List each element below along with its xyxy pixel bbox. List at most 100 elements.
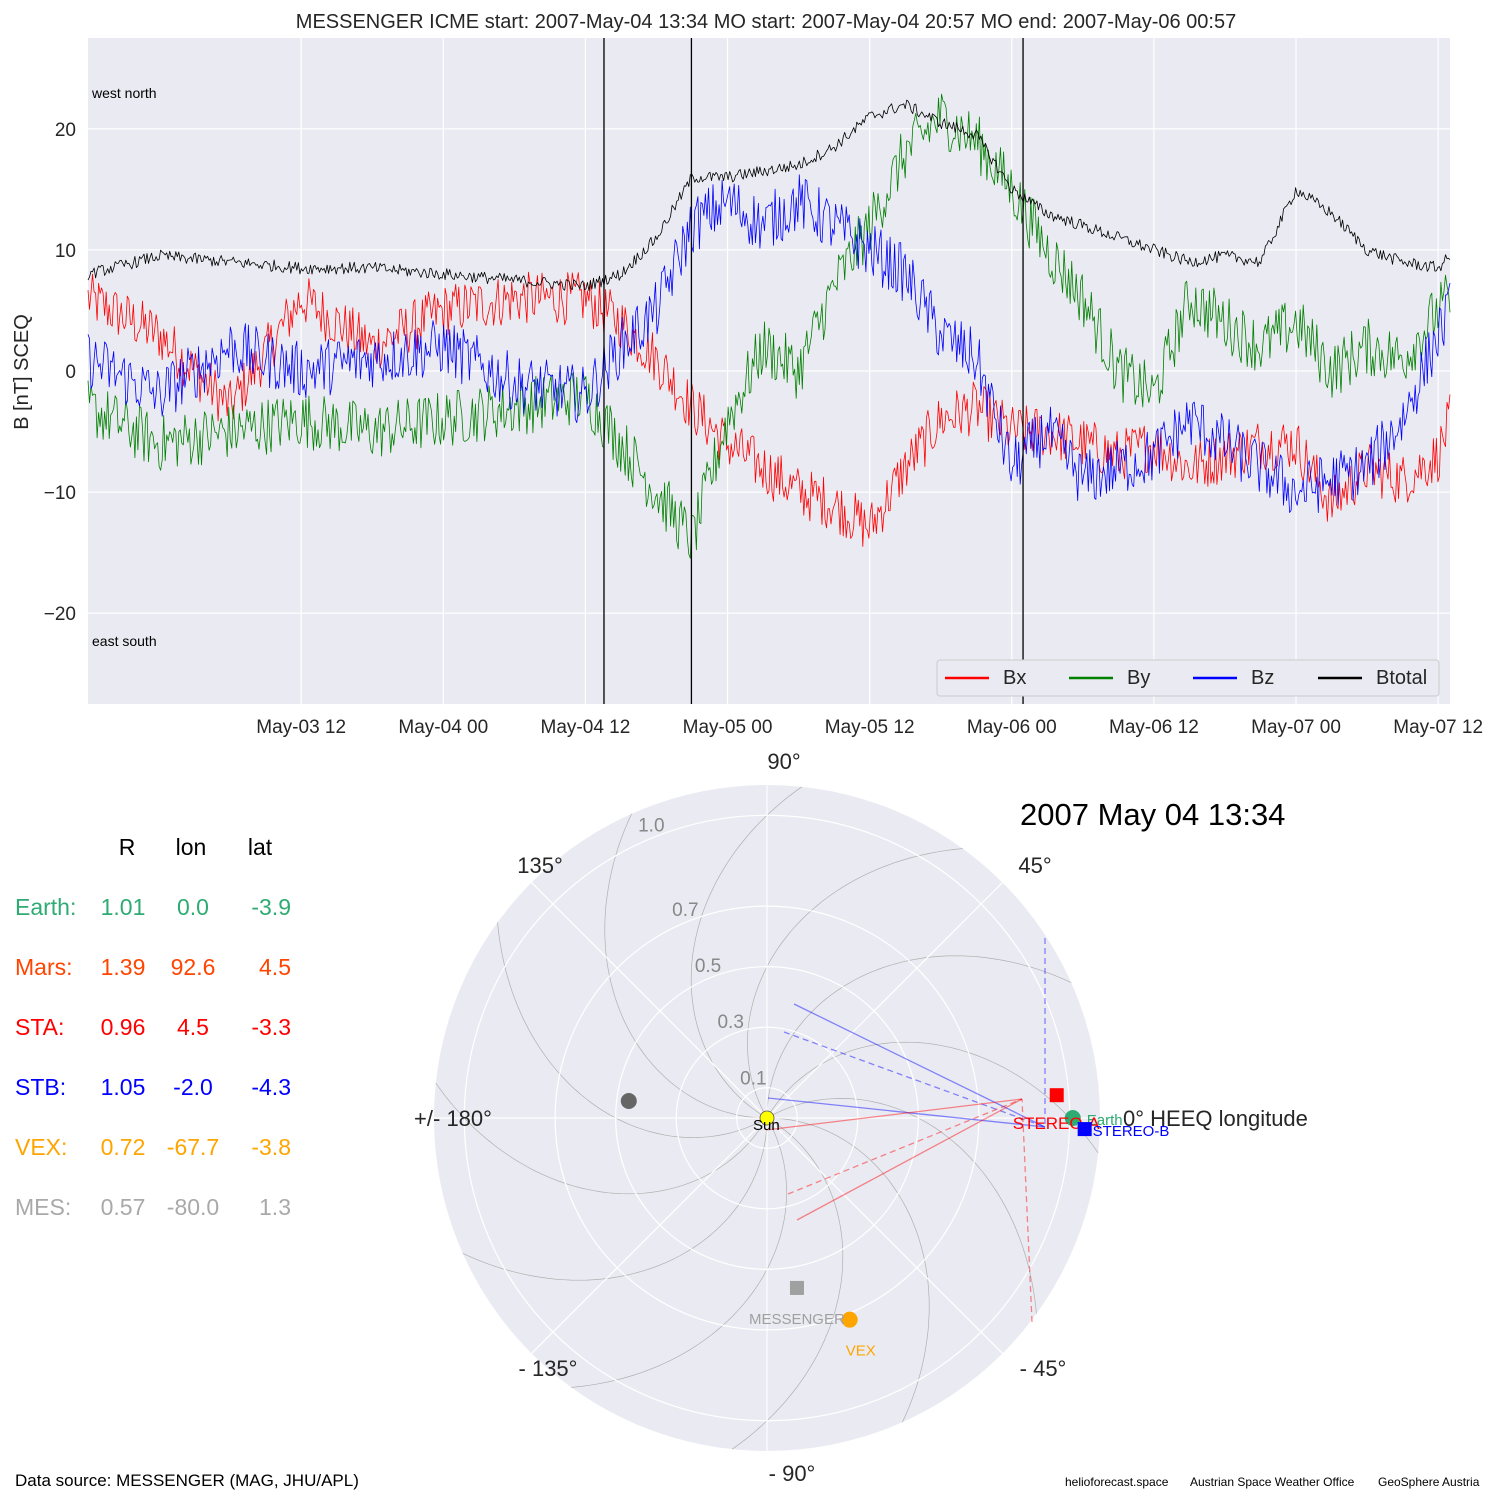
spacecraft-tracks bbox=[765, 938, 1046, 1323]
sun-marker bbox=[759, 1110, 775, 1126]
x-tick-label: May-07 00 bbox=[1251, 717, 1341, 738]
polar-title: 2007 May 04 13:34 bbox=[1020, 797, 1285, 832]
series-line-bx bbox=[87, 271, 1451, 547]
messenger-marker bbox=[789, 1280, 804, 1295]
table-row-label: Earth: bbox=[15, 894, 76, 920]
parker-spiral bbox=[462, 1117, 768, 1281]
legend-label-btotal: Btotal bbox=[1376, 667, 1427, 689]
table-header-lat: lat bbox=[248, 834, 273, 860]
chart-title: MESSENGER ICME start: 2007-May-04 13:34 … bbox=[296, 11, 1236, 33]
y-tick-label: 20 bbox=[55, 120, 76, 141]
table-cell-lat: 4.5 bbox=[259, 954, 291, 980]
timeseries-panel: MESSENGER ICME start: 2007-May-04 13:34 … bbox=[11, 11, 1483, 738]
angle-tick-label: - 135° bbox=[519, 1356, 578, 1381]
parker-spiral bbox=[690, 786, 803, 1119]
positions-table: R lon lat Earth: 1.01 0.0 -3.9 Mars: 1.39 92.6… bbox=[15, 834, 291, 1220]
credit-geosphere: GeoSphere Austria bbox=[1378, 1475, 1480, 1489]
table-row-label: MES: bbox=[15, 1194, 71, 1220]
quadrant-label-top: west north bbox=[91, 85, 157, 101]
radial-tick-label: 0.3 bbox=[717, 1012, 743, 1033]
y-tick-labels: −20 −10 0 10 20 bbox=[44, 120, 76, 625]
table-header-r: R bbox=[119, 834, 136, 860]
sun-label: Sun bbox=[753, 1117, 780, 1134]
x-tick-label: May-05 00 bbox=[683, 717, 773, 738]
sta-track bbox=[787, 1098, 1023, 1195]
angle-tick-label: 90° bbox=[767, 749, 800, 774]
table-row-label: Mars: bbox=[15, 954, 73, 980]
parker-spiral bbox=[766, 1041, 1099, 1154]
table-cell-lat: -3.3 bbox=[251, 1014, 291, 1040]
angle-tick-label: 0° HEEQ longitude bbox=[1123, 1106, 1308, 1131]
angle-tick-label: +/- 180° bbox=[414, 1106, 492, 1131]
stereoa-marker bbox=[1049, 1088, 1064, 1103]
radial-tick-label: 0.5 bbox=[695, 956, 721, 977]
table-cell-r: 0.72 bbox=[101, 1134, 146, 1160]
table-cell-lat: 1.3 bbox=[259, 1194, 291, 1220]
legend-label-bz: Bz bbox=[1251, 667, 1274, 689]
earth-marker bbox=[1064, 1110, 1081, 1126]
x-tick-label: May-04 00 bbox=[398, 717, 488, 738]
table-row-label: VEX: bbox=[15, 1134, 67, 1160]
series-line-bz bbox=[87, 174, 1451, 513]
radial-tick-label: 0.7 bbox=[672, 900, 698, 921]
table-cell-r: 0.57 bbox=[101, 1194, 146, 1220]
y-tick-label: 0 bbox=[65, 362, 76, 383]
credit-aswo: Austrian Space Weather Office bbox=[1190, 1475, 1355, 1489]
parker-spiral bbox=[766, 1117, 930, 1423]
stb-track bbox=[767, 1097, 1046, 1128]
table-cell-lon: -2.0 bbox=[173, 1074, 213, 1100]
table-cell-r: 1.39 bbox=[101, 954, 146, 980]
sta-track bbox=[1021, 1098, 1033, 1323]
table-cell-r: 1.01 bbox=[101, 894, 146, 920]
angle-tick-label: - 90° bbox=[769, 1461, 816, 1486]
stb-track bbox=[793, 1003, 1046, 1128]
event-lines bbox=[603, 38, 1024, 704]
legend: Bx By Bz Btotal bbox=[936, 659, 1440, 697]
angle-gridline bbox=[531, 1117, 768, 1354]
angle-gridline bbox=[766, 882, 1003, 1119]
x-tick-label: May-07 12 bbox=[1393, 717, 1483, 738]
angle-tick-labels: 0° HEEQ longitude 45° 90° 135° +/- 180° - 135… bbox=[414, 749, 1308, 1486]
legend-label-bx: Bx bbox=[1003, 667, 1026, 689]
table-rows: Earth: 1.01 0.0 -3.9 Mars: 1.39 92.6 4.5 STA: 0.9… bbox=[15, 894, 291, 1220]
y-tick-label: −20 bbox=[44, 604, 76, 625]
table-cell-lat: -4.3 bbox=[251, 1074, 291, 1100]
polar-panel: 0.1 0.3 0.5 0.7 1.0 0° HEEQ longitude 45° 90° 1… bbox=[414, 749, 1308, 1486]
vex-marker bbox=[841, 1311, 858, 1328]
y-axis-label: B [nT] SCEQ bbox=[11, 314, 33, 430]
stb-track bbox=[783, 1031, 1046, 1128]
parker-spiral bbox=[435, 1082, 768, 1195]
y-tick-label: −10 bbox=[44, 483, 76, 504]
table-cell-lon: -80.0 bbox=[167, 1194, 219, 1220]
radial-tick-labels: 0.1 0.3 0.5 0.7 1.0 bbox=[638, 816, 766, 1090]
x-tick-label: May-06 00 bbox=[967, 717, 1057, 738]
series-line-by bbox=[87, 93, 1451, 559]
data-source: Data source: MESSENGER (MAG, JHU/APL) bbox=[15, 1471, 359, 1490]
angle-gridline bbox=[766, 1117, 1003, 1354]
table-cell-r: 0.96 bbox=[101, 1014, 146, 1040]
legend-box bbox=[936, 659, 1440, 697]
series-lines bbox=[87, 93, 1451, 559]
x-tick-label: May-03 12 bbox=[256, 717, 346, 738]
sta-track bbox=[796, 1098, 1023, 1221]
x-tick-label: May-05 12 bbox=[825, 717, 915, 738]
parker-spiral bbox=[571, 1117, 787, 1388]
parker-spiral bbox=[604, 813, 768, 1119]
vex-label: VEX bbox=[846, 1343, 876, 1360]
x-tick-label: May-04 12 bbox=[541, 717, 631, 738]
x-tick-label: May-06 12 bbox=[1109, 717, 1199, 738]
messenger-label: MESSENGER bbox=[749, 1311, 845, 1328]
angle-tick-label: - 45° bbox=[1020, 1356, 1067, 1381]
table-cell-r: 1.05 bbox=[101, 1074, 146, 1100]
table-cell-lon: 92.6 bbox=[171, 954, 216, 980]
y-tick-label: 10 bbox=[55, 241, 76, 262]
table-cell-lat: -3.8 bbox=[251, 1134, 291, 1160]
series-line-btotal bbox=[87, 99, 1451, 292]
table-cell-lat: -3.9 bbox=[251, 894, 291, 920]
stereob-label: STEREO-B bbox=[1093, 1123, 1170, 1140]
mercury-marker bbox=[620, 1093, 637, 1110]
parker-spiral bbox=[766, 1098, 1037, 1314]
legend-label-by: By bbox=[1127, 667, 1150, 689]
